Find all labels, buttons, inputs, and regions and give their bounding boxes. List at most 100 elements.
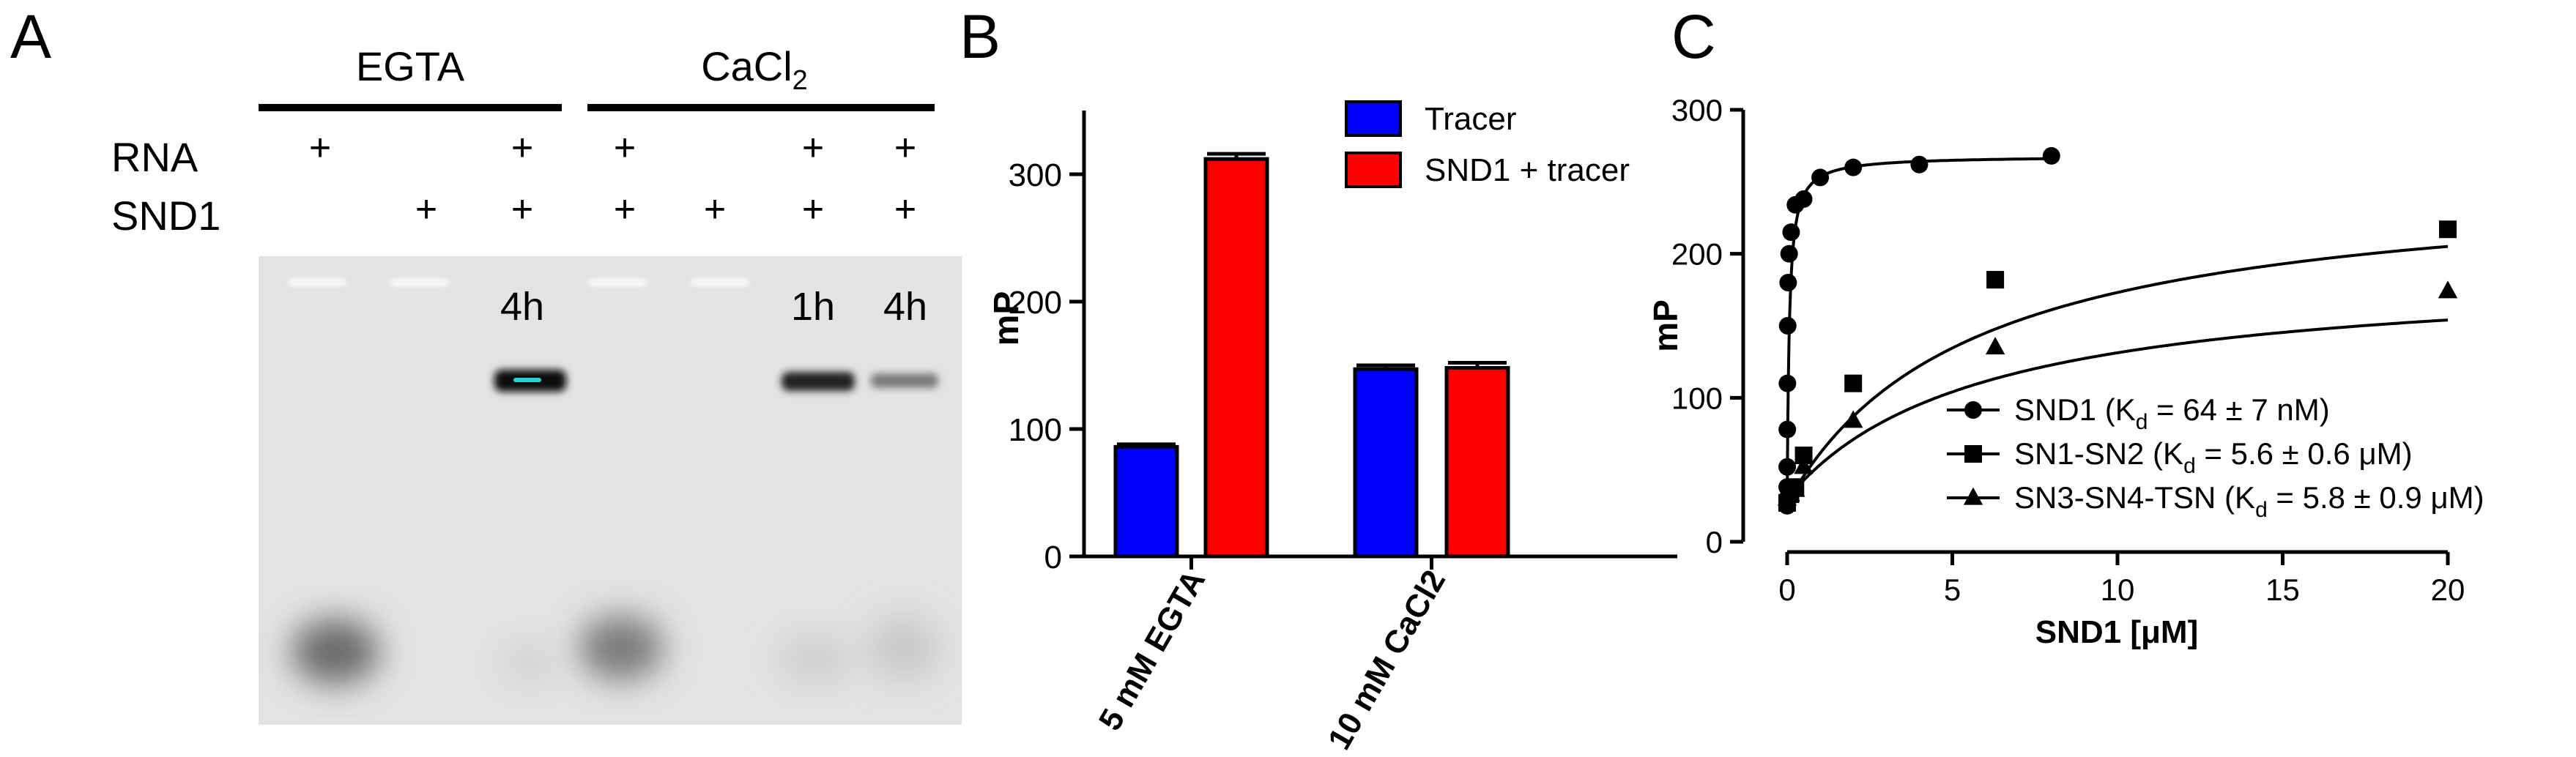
legend-label: SN3-SN4-TSN (Kd = 5.8 ± 0.9 μM) bbox=[2014, 480, 2484, 522]
y-tick-label: 0 bbox=[1044, 540, 1062, 575]
data-point bbox=[1986, 271, 2005, 289]
legend-text: SN3-SN4-TSN (K bbox=[2014, 480, 2255, 515]
panel-label-b: B bbox=[959, 2, 1001, 71]
panel-label-c: C bbox=[1671, 2, 1716, 71]
legend-subscript: d bbox=[2183, 454, 2196, 478]
data-point bbox=[1778, 420, 1797, 439]
panel-label-a: A bbox=[10, 2, 52, 71]
band-lane6-1h bbox=[782, 372, 855, 391]
gel-bands bbox=[259, 256, 962, 725]
snd1-mark: + bbox=[801, 188, 825, 231]
y-tick-label: 300 bbox=[1009, 157, 1062, 193]
rna-mark: + bbox=[511, 127, 534, 169]
x-tick-label: 0 bbox=[1778, 573, 1795, 607]
condition-label-egta: EGTA bbox=[355, 43, 465, 89]
data-point bbox=[1844, 410, 1863, 428]
legend-label: SN1-SN2 (Kd = 5.6 ± 0.6 μM) bbox=[2014, 436, 2413, 478]
rna-mark: + bbox=[801, 127, 825, 169]
free-rna-lane4 bbox=[579, 615, 664, 681]
data-point bbox=[1778, 317, 1797, 335]
legend-marker bbox=[1964, 445, 1982, 463]
x-tick-label: 5 mM EGTA bbox=[1092, 564, 1212, 737]
data-point bbox=[1794, 190, 1813, 208]
legend-text: SND1 (K bbox=[2014, 392, 2136, 427]
x-tick-label: 20 bbox=[2431, 573, 2465, 607]
y-axis-label: mP bbox=[987, 291, 1026, 346]
x-tick-label: 5 bbox=[1944, 573, 1961, 607]
legend-text: = 5.8 ± 0.9 μM) bbox=[2268, 480, 2484, 515]
y-tick-label: 100 bbox=[1009, 412, 1062, 448]
legend-label: SND1 (Kd = 64 ± 7 nM) bbox=[2014, 392, 2330, 434]
snd1-mark: + bbox=[415, 188, 438, 231]
snd1-mark: + bbox=[613, 188, 636, 231]
time-label: 4h bbox=[500, 285, 545, 329]
fit-curve bbox=[1786, 157, 2052, 506]
gel-image: 4h 1h 4h bbox=[259, 256, 962, 725]
data-point bbox=[2439, 220, 2457, 239]
legend-swatch bbox=[1345, 100, 1402, 137]
y-axis-label: mP bbox=[1647, 299, 1685, 352]
data-point bbox=[1779, 274, 1797, 291]
bar-snd1-tracer bbox=[1444, 365, 1510, 559]
row-label-snd1: SND1 bbox=[111, 193, 221, 239]
legend-subscript: d bbox=[2136, 410, 2148, 434]
condition-label-cacl2: CaCl2 bbox=[701, 42, 808, 97]
gel-wells bbox=[288, 278, 749, 287]
gel-free-rna bbox=[292, 615, 940, 685]
snd1-mark: + bbox=[703, 188, 727, 231]
y-tick-label: 100 bbox=[1671, 381, 1723, 415]
x-axis-label: SND1 [μM] bbox=[2035, 614, 2198, 650]
data-point bbox=[1778, 374, 1797, 392]
series-triangle bbox=[1777, 280, 2458, 506]
condition-label-cacl2-subscript: 2 bbox=[792, 65, 808, 97]
data-point bbox=[2438, 280, 2458, 299]
data-point bbox=[1844, 158, 1863, 176]
legend-label: Tracer bbox=[1425, 101, 1517, 137]
data-point bbox=[1910, 155, 1929, 174]
legend-label: SND1 + tracer bbox=[1425, 152, 1630, 188]
condition-bar-cacl2 bbox=[587, 104, 935, 111]
band-lane3-core bbox=[513, 378, 541, 382]
bar-chart: 0 100 200 300 mP 5 mM EGTA 10 mM CaCl2 Tracer SN… bbox=[987, 100, 1677, 756]
gel-upper-bands bbox=[494, 370, 938, 392]
bar-tracer bbox=[1353, 367, 1419, 559]
time-label: 4h bbox=[883, 285, 928, 329]
y-tick-label: 0 bbox=[1706, 525, 1723, 559]
bar-tracer bbox=[1113, 444, 1179, 559]
snd1-mark: + bbox=[511, 188, 534, 231]
snd1-mark: + bbox=[894, 188, 917, 231]
data-point bbox=[1780, 245, 1798, 263]
fit-curve bbox=[1786, 318, 2449, 500]
legend-marker bbox=[1964, 401, 1982, 419]
legend-text: = 5.6 ± 0.6 μM) bbox=[2196, 436, 2413, 471]
band-lane7-4h bbox=[871, 373, 938, 388]
y-tick-label: 200 bbox=[1009, 285, 1062, 321]
condition-label-cacl2-text: CaCl bbox=[701, 43, 793, 89]
legend-subscript: d bbox=[2255, 498, 2268, 522]
row-label-rna: RNA bbox=[111, 134, 198, 180]
data-point bbox=[1794, 456, 1814, 474]
data-point bbox=[2042, 146, 2060, 165]
data-point bbox=[1811, 168, 1830, 187]
rna-mark: + bbox=[613, 127, 636, 169]
data-point bbox=[1786, 479, 1805, 497]
data-point bbox=[1778, 458, 1797, 476]
rna-mark: + bbox=[894, 127, 917, 169]
condition-bar-egta bbox=[259, 104, 562, 111]
x-tick-label: 15 bbox=[2265, 573, 2300, 607]
legend-marker bbox=[1963, 487, 1983, 505]
legend-swatch bbox=[1345, 152, 1402, 188]
data-point bbox=[1782, 223, 1800, 242]
rna-mark: + bbox=[308, 127, 332, 169]
y-tick-label: 300 bbox=[1671, 93, 1723, 127]
data-point bbox=[1985, 337, 2005, 355]
x-tick-label: 10 mM CaCl2 bbox=[1321, 564, 1452, 756]
legend-text: SN1-SN2 (K bbox=[2014, 436, 2183, 471]
bar-snd1-tracer bbox=[1203, 157, 1269, 559]
free-rna-lane1 bbox=[292, 619, 379, 685]
y-tick-label: 200 bbox=[1671, 237, 1723, 272]
x-tick-label: 10 bbox=[2101, 573, 2135, 607]
legend-text: = 64 ± 7 nM) bbox=[2148, 392, 2329, 427]
data-point bbox=[1844, 374, 1863, 392]
